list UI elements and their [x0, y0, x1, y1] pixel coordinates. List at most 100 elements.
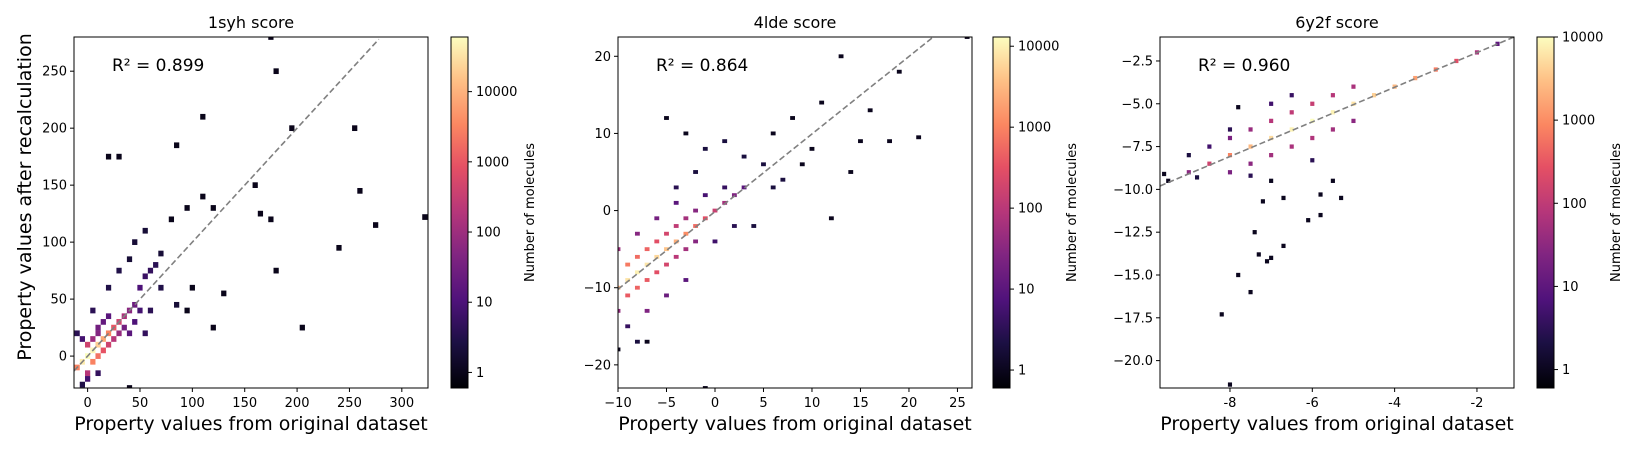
y-tick-label: −10.0 [1113, 183, 1153, 198]
heatmap-cell [1318, 212, 1323, 218]
heatmap-cell [770, 185, 776, 190]
shared-y-axis-label: Property values after recalculation [14, 33, 36, 361]
heatmap-cell [142, 273, 148, 280]
heatmap-cell [1330, 110, 1335, 115]
colorbar-tick-label: 10000 [1562, 31, 1603, 46]
heatmap-cells [74, 37, 428, 388]
heatmap-cell [673, 185, 679, 190]
heatmap-cell [654, 254, 660, 259]
heatmap-cell [153, 262, 159, 268]
heatmap-cell [105, 330, 112, 337]
heatmap-cell [644, 262, 650, 267]
x-tick-label: -4 [1388, 396, 1401, 411]
heatmap-cell [838, 54, 844, 59]
heatmap-cell [1310, 101, 1315, 106]
heatmap-cell [799, 162, 805, 167]
x-axis-label: Property values from original dataset [1160, 413, 1513, 435]
heatmap-cell [84, 370, 91, 377]
heatmap-cell [126, 330, 133, 337]
heatmap-cell [200, 113, 206, 120]
heatmap-cell [210, 205, 216, 211]
heatmap-cell [664, 262, 669, 267]
heatmap-cell [618, 347, 621, 352]
x-tick-label: 15 [852, 396, 869, 411]
heatmap-cell [137, 307, 143, 314]
heatmap-cell [1256, 252, 1261, 257]
heatmap-cell [741, 154, 747, 159]
heatmap-cell [84, 376, 91, 382]
heatmap-cell [761, 162, 766, 167]
panel-title: 6y2f score [1295, 13, 1379, 32]
heatmap-cell [116, 330, 122, 337]
colorbar-tick-label: 1000 [1562, 114, 1595, 129]
heatmap-cell [336, 244, 342, 251]
heatmap-cell [1227, 127, 1233, 132]
heatmap-cell [770, 131, 776, 136]
heatmap-cell [1264, 259, 1270, 264]
heatmap-cell [268, 37, 274, 40]
heatmap-cell [702, 146, 708, 151]
heatmap-cell [105, 284, 112, 291]
heatmap-cell [1194, 175, 1200, 180]
heatmap-cell [634, 285, 640, 290]
heatmap-cell [1318, 192, 1323, 197]
heatmap-cell [1248, 127, 1253, 132]
heatmap-cell [1310, 135, 1315, 141]
colorbar-label: Number of molecules [1609, 143, 1624, 282]
heatmap-cell [712, 239, 718, 244]
heatmap-cell [1219, 312, 1224, 317]
heatmap-cell [1306, 218, 1311, 223]
heatmap-cell [1269, 135, 1274, 141]
heatmap-cell [158, 284, 164, 291]
heatmap-cell [1289, 127, 1294, 132]
heatmap-cell [142, 330, 148, 337]
heatmap-cell [693, 170, 699, 174]
x-tick-label: 100 [180, 396, 205, 411]
heatmap-cell [100, 336, 106, 342]
heatmap-cell [373, 222, 379, 228]
heatmap-cell [625, 324, 631, 329]
r-squared-annotation: R² = 0.960 [1198, 56, 1290, 76]
heatmap-cell [95, 341, 101, 348]
heatmap-cell [1227, 153, 1233, 158]
heatmap-cell [1330, 93, 1335, 98]
y-tick-label: −5.0 [1121, 97, 1153, 112]
x-tick-label: 150 [232, 396, 257, 411]
heatmap-cell [673, 224, 679, 228]
heatmap-cell [79, 381, 85, 388]
colorbar-tick-label: 1 [1018, 364, 1026, 379]
heatmap-cell [1207, 161, 1212, 166]
heatmap-cell [1351, 118, 1356, 124]
heatmap-cell [819, 100, 825, 105]
x-tick-label: 0 [711, 396, 719, 411]
heatmap-cell [200, 193, 206, 200]
heatmap-cell [1252, 230, 1257, 235]
heatmap-cell [1207, 144, 1212, 149]
heatmap-cell [116, 267, 122, 274]
colorbar-tick-label: 100 [1562, 197, 1587, 212]
heatmap-cell [1186, 170, 1191, 175]
heatmap-cell [654, 239, 660, 244]
heatmap-cell [257, 210, 264, 217]
y-tick-label: −15.0 [1113, 268, 1153, 283]
x-tick-label: 20 [901, 396, 918, 411]
heatmap-cell [1310, 158, 1315, 163]
identity-line [1160, 37, 1514, 187]
y-tick-label: 50 [50, 293, 67, 308]
heatmap-cell [1227, 135, 1233, 141]
heatmap-cell [683, 131, 689, 136]
r-squared-annotation: R² = 0.899 [112, 56, 204, 76]
panel-title: 4lde score [754, 13, 837, 32]
colorbar-tick-label: 10 [1562, 280, 1579, 295]
heatmap-cell [147, 267, 154, 274]
heatmap-cell [751, 224, 757, 228]
heatmap-cell [634, 254, 640, 259]
heatmap-cell [693, 239, 699, 244]
heatmap-cell [268, 216, 274, 223]
x-tick-label: 5 [759, 396, 767, 411]
y-tick-label: 10 [594, 127, 611, 142]
heatmap-cell [702, 193, 708, 198]
plot-frame [73, 36, 429, 389]
heatmap-cell [174, 301, 180, 308]
heatmap-cell [95, 330, 101, 337]
